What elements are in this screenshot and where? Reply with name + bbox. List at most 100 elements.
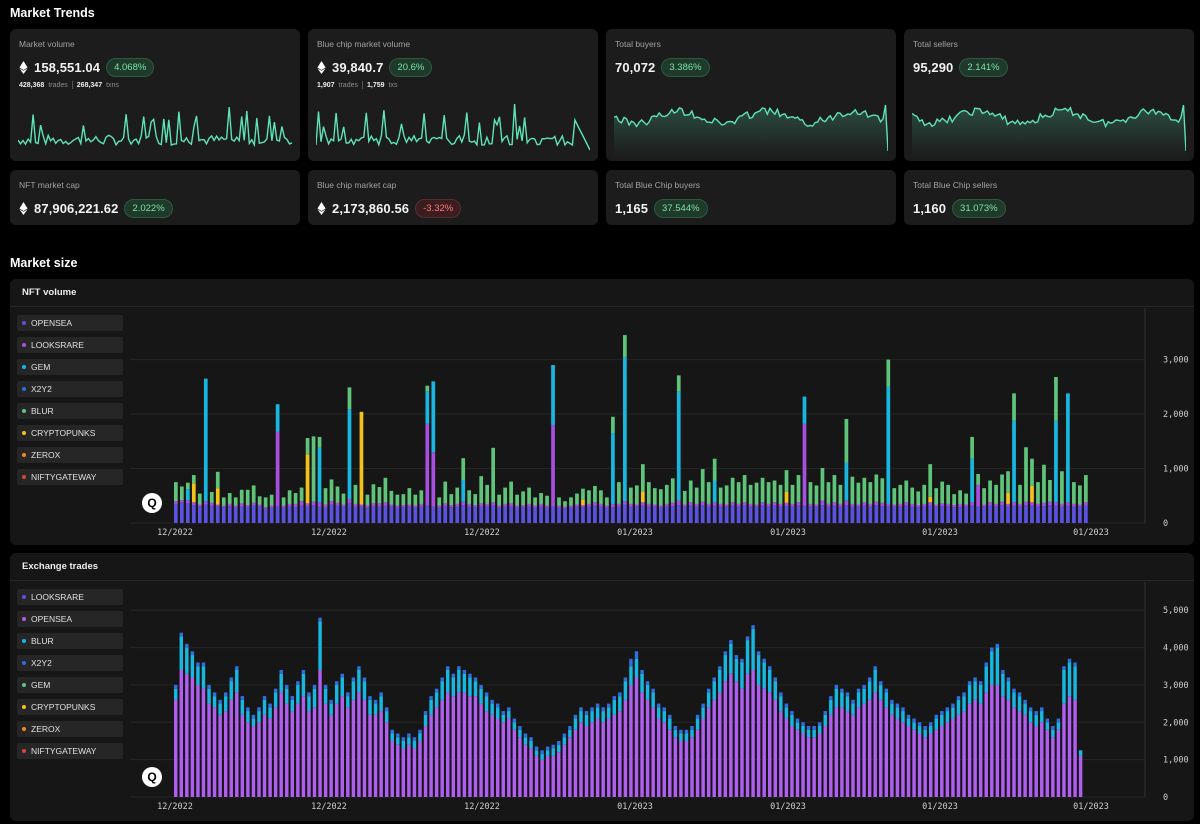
bar-segment-opensea (605, 507, 609, 523)
legend-item-looksrare[interactable]: LOOKSRARE (17, 589, 123, 605)
nft-volume-plot: 0 1,000 2,000 3,000 12/2022 12/2022 12/2022 01/… (130, 308, 1194, 545)
bar-segment-blur (884, 692, 889, 708)
bar-segment-blur (490, 703, 494, 715)
legend-item-zerox[interactable]: ZEROX (17, 721, 123, 737)
bar-segment-x2y2 (1056, 718, 1061, 723)
legend-item-cryptopunks[interactable]: CRYPTOPUNKS (17, 699, 123, 715)
stat-card[interactable]: Total Blue Chip buyers 1,165 37.544% (606, 170, 896, 225)
legend-item-gem[interactable]: GEM (17, 677, 123, 693)
stat-card[interactable]: Total Blue Chip sellers 1,160 31.073% (904, 170, 1194, 225)
legend-item-opensea[interactable]: OPENSEA (17, 315, 123, 331)
bar-segment-opensea (473, 507, 478, 523)
bar-segment-blur (473, 681, 478, 697)
bar-segment-opensea (368, 714, 372, 797)
stat-card[interactable]: Total sellers 95,290 2.141% (904, 29, 1194, 161)
legend-item-niftygateway[interactable]: NIFTYGATEWAY (17, 469, 123, 485)
bar-segment-x2y2 (557, 740, 561, 745)
bar-segment-opensea (694, 506, 699, 523)
bar-segment-blur (664, 484, 669, 504)
bar-segment-opensea (790, 726, 794, 797)
bar-segment-looksrare (617, 503, 621, 507)
bar-segment-looksrare (904, 502, 909, 506)
bar-segment-opensea (257, 722, 261, 797)
legend-item-zerox[interactable]: ZEROX (17, 447, 123, 463)
legend-item-looksrare[interactable]: LOOKSRARE (17, 337, 123, 353)
bar-segment-opensea (718, 506, 723, 523)
bar-segment-blur (670, 478, 675, 503)
bar-segment-opensea (1006, 699, 1011, 797)
bar-segment-x2y2 (1012, 688, 1016, 693)
bar-segment-blur (1056, 722, 1061, 730)
legend-item-opensea[interactable]: OPENSEA (17, 611, 123, 627)
bar-segment-x2y2 (695, 714, 700, 719)
bar-segment-blur (892, 488, 897, 505)
bar-segment-looksrare (934, 504, 939, 507)
bar-segment-opensea (1042, 506, 1046, 523)
bar-segment-looksrare (820, 500, 825, 506)
y-tick-label: 3,000 (1163, 681, 1189, 691)
bar-segment-blur (694, 487, 699, 504)
bar-segment-opensea (652, 506, 657, 523)
bar-segment-looksrare (209, 502, 214, 506)
legend-item-x2y2[interactable]: X2Y2 (17, 381, 123, 397)
bar-segment-cryptopunks (640, 491, 645, 503)
bar-segment-opensea (401, 507, 406, 523)
bar-segment-looksrare (826, 503, 831, 507)
bar-segment-x2y2 (862, 684, 866, 689)
bar-segment-opensea (341, 506, 346, 523)
x-tick-label: 12/2022 (157, 802, 193, 812)
bar-segment-blur (923, 729, 927, 738)
bar-segment-opensea (281, 507, 286, 523)
bar-segment-opensea (773, 699, 777, 797)
bar-segment-blur (967, 684, 972, 704)
bar-segment-opensea (838, 506, 843, 523)
bar-segment-opensea (390, 740, 394, 797)
bar-segment-blur (617, 482, 621, 504)
bar-segment-looksrare (305, 503, 310, 507)
bar-segment-blur (629, 487, 633, 504)
bar-segment-opensea (700, 505, 705, 523)
bar-segment-blur (407, 488, 412, 505)
bar-segment-opensea (245, 507, 250, 523)
bar-segment-x2y2 (873, 666, 877, 670)
legend-item-blur[interactable]: BLUR (17, 403, 123, 419)
bar-segment-opensea (227, 506, 232, 523)
bar-segment-opensea (359, 506, 364, 523)
stat-card[interactable]: NFT market cap 87,906,221.62 2.022% (10, 170, 300, 225)
bar-segment-opensea (1000, 505, 1004, 523)
bar-segment-x2y2 (945, 707, 950, 712)
bar-segment-looksrare (640, 502, 645, 506)
stat-label: Total Blue Chip buyers (615, 180, 701, 190)
bar-segment-blur (673, 729, 678, 738)
stat-card[interactable]: Blue chip market volume 39,840.7 20.6% 1,9… (308, 29, 598, 161)
legend-item-gem[interactable]: GEM (17, 359, 123, 375)
bar-segment-opensea (712, 699, 716, 797)
bar-segment-opensea (978, 703, 983, 797)
bar-segment-x2y2 (623, 677, 628, 682)
bar-segment-blur (383, 477, 388, 503)
bar-segment-opensea (461, 505, 466, 523)
stat-card[interactable]: Blue chip market cap 2,173,860.56 -3.32% (308, 170, 598, 225)
bar-segment-blur (563, 501, 567, 507)
bar-segment-opensea (946, 506, 951, 523)
bar-segment-looksrare (742, 502, 747, 506)
legend-item-blur[interactable]: BLUR (17, 633, 123, 649)
bar-segment-x2y2 (540, 750, 544, 755)
bar-segment-opensea (1006, 506, 1010, 523)
bar-segment-opensea (829, 714, 833, 797)
stat-card[interactable]: Market volume 158,551.04 4.068% 428,368 tr… (10, 29, 300, 161)
stat-card[interactable]: Total buyers 70,072 3.386% (606, 29, 896, 161)
bar-segment-blur (251, 485, 256, 503)
bar-segment-gem (203, 378, 208, 502)
bar-segment-x2y2 (995, 643, 1000, 648)
y-tick-label: 2,000 (1163, 410, 1189, 420)
bar-segment-x2y2 (784, 703, 789, 708)
legend-item-cryptopunks[interactable]: CRYPTOPUNKS (17, 425, 123, 441)
bar-segment-opensea (832, 505, 837, 523)
bar-segment-x2y2 (956, 696, 961, 700)
bar-segment-looksrare (365, 505, 370, 508)
legend-item-niftygateway[interactable]: NIFTYGATEWAY (17, 743, 123, 759)
bar-segment-blur (579, 711, 583, 723)
y-tick-label: 1,000 (1163, 465, 1189, 475)
legend-item-x2y2[interactable]: X2Y2 (17, 655, 123, 671)
